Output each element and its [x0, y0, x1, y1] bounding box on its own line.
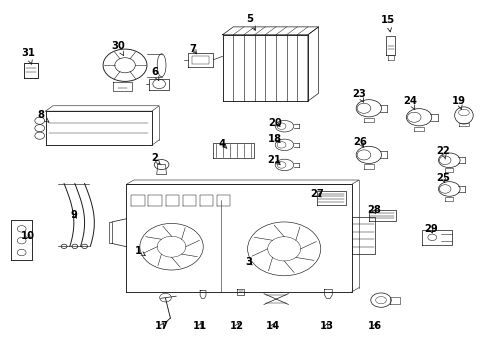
Text: 25: 25	[436, 173, 449, 183]
Text: 27: 27	[309, 189, 323, 199]
Text: 23: 23	[351, 89, 365, 102]
Text: 6: 6	[151, 67, 159, 81]
Text: 1: 1	[134, 246, 145, 256]
Text: 17: 17	[154, 321, 168, 331]
Text: 3: 3	[244, 257, 251, 267]
Text: 5: 5	[245, 14, 255, 30]
Text: 19: 19	[451, 96, 465, 109]
Text: 2: 2	[150, 153, 160, 165]
Text: 22: 22	[436, 146, 449, 159]
Text: 10: 10	[21, 231, 35, 240]
Text: 28: 28	[366, 206, 380, 216]
Text: 20: 20	[267, 118, 281, 128]
Text: 31: 31	[21, 48, 35, 64]
Text: 21: 21	[267, 155, 281, 165]
Text: 7: 7	[189, 44, 196, 54]
Text: 11: 11	[192, 321, 206, 331]
Text: 9: 9	[70, 210, 77, 220]
Text: 29: 29	[423, 225, 437, 234]
Text: 16: 16	[367, 321, 382, 331]
Text: 14: 14	[265, 321, 279, 331]
Text: 8: 8	[37, 111, 49, 122]
Text: 24: 24	[403, 96, 416, 109]
Text: 30: 30	[111, 41, 124, 55]
Text: 12: 12	[230, 321, 244, 331]
Text: 13: 13	[319, 321, 333, 331]
Text: 15: 15	[381, 15, 395, 32]
Text: 4: 4	[219, 139, 226, 149]
Text: 26: 26	[353, 138, 367, 147]
Text: 18: 18	[267, 134, 281, 144]
